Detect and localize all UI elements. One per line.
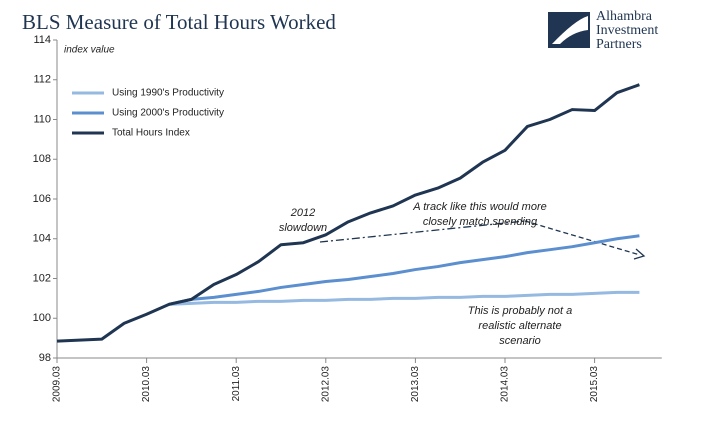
y-tick-label: 110 — [33, 113, 51, 125]
annotation: closely match spending — [423, 216, 538, 228]
series-line — [56, 83, 640, 343]
y-tick-label: 98 — [39, 352, 51, 364]
y-axis-label: index value — [64, 45, 115, 56]
x-tick-label: 2015.03 — [589, 366, 600, 403]
annotation: This is probably not a — [468, 305, 573, 317]
x-tick-label: 2011.03 — [231, 366, 242, 402]
annotations: 2012 slowdown A track like this would more… — [279, 201, 572, 347]
chart-title: BLS Measure of Total Hours Worked — [22, 10, 336, 34]
logo-icon — [548, 12, 590, 48]
annotation: realistic alternate — [478, 320, 561, 332]
legend-label: Total Hours Index — [112, 128, 190, 139]
x-tick-label: 2012.03 — [320, 366, 331, 403]
annotation: slowdown — [279, 222, 327, 234]
y-tick-label: 108 — [33, 153, 51, 165]
x-tick-label: 2014.03 — [500, 366, 511, 403]
annotation: A track like this would more — [412, 201, 546, 213]
y-tick-label: 102 — [33, 272, 51, 284]
annotation: scenario — [499, 335, 541, 347]
series-line — [168, 234, 640, 306]
x-tick-label: 2010.03 — [141, 366, 152, 403]
logo-text: Partners — [596, 37, 642, 52]
y-tick-label: 106 — [33, 193, 51, 205]
y-tick-label: 112 — [33, 74, 51, 86]
legend-label: Using 1990's Productivity — [112, 88, 224, 99]
annotation: 2012 — [290, 207, 315, 219]
x-tick-label: 2013.03 — [410, 366, 421, 403]
logo-text: Alhambra — [596, 9, 653, 24]
series-line — [168, 290, 640, 306]
x-tick-label: 2009.03 — [52, 366, 63, 403]
annotation-arrows — [319, 220, 646, 260]
y-tick-label: 104 — [33, 233, 51, 245]
y-tick-label: 100 — [33, 312, 51, 324]
legend-label: Using 2000's Productivity — [112, 108, 224, 119]
y-tick-label: 114 — [33, 34, 51, 46]
logo-text: Investment — [596, 23, 658, 38]
